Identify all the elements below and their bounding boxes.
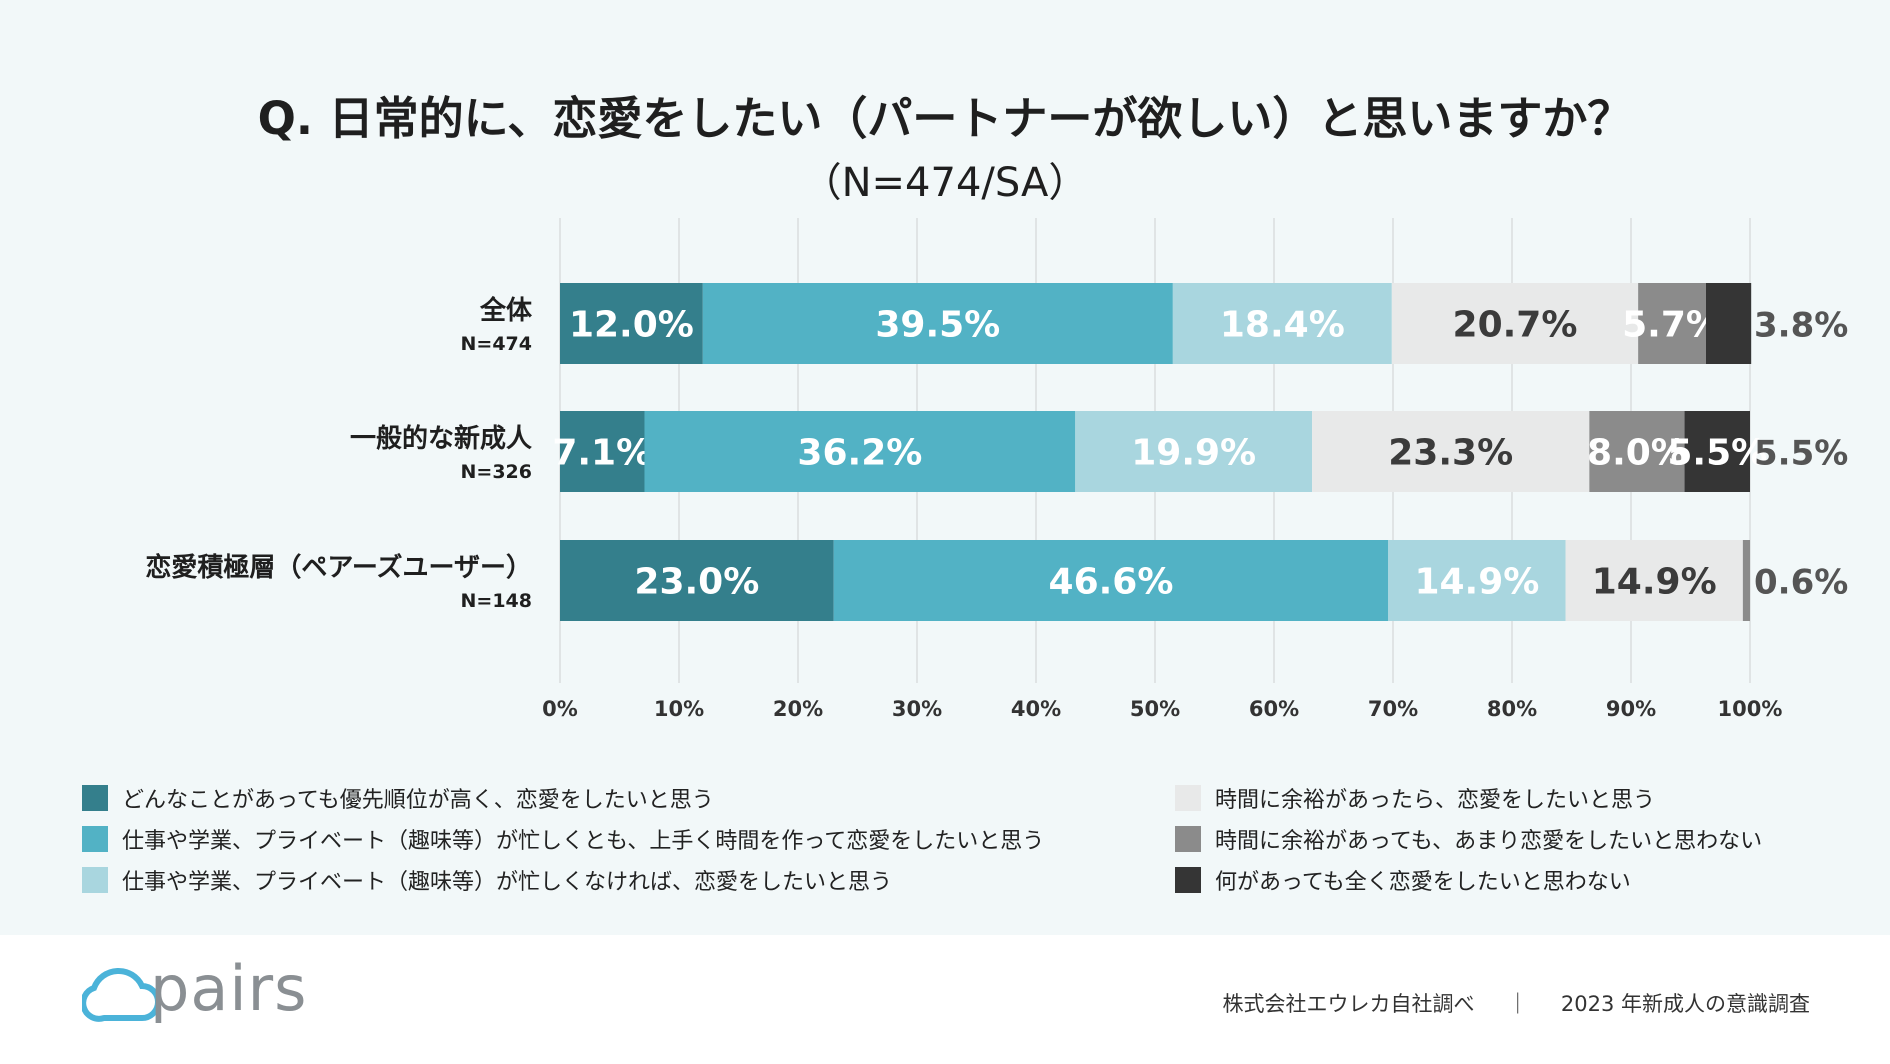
logo-text: pairs [150, 951, 308, 1025]
legend-swatch-6 [1175, 867, 1201, 893]
bar-segment-r0-s0 [560, 283, 703, 364]
legend-label-3: 仕事や学業、プライベート（趣味等）が忙しくなければ、恋愛をしたいと思う [122, 870, 893, 895]
bar-segment-r2-s2 [1388, 540, 1566, 621]
x-tick-label-6: 60% [1249, 697, 1299, 721]
footer-separator: ｜ [1507, 992, 1529, 1016]
legend-item-3: 仕事や学業、プライベート（趣味等）が忙しくなければ、恋愛をしたいと思う [82, 864, 892, 896]
chart-title: Q. 日常的に、恋愛をしたい（パートナーが欲しい）と思いますか？ [257, 92, 1633, 145]
category-label-1: 一般的な新成人 [350, 423, 532, 454]
bar-segment-r0-s3 [1391, 283, 1639, 364]
x-tick-label-9: 90% [1606, 697, 1656, 721]
bar-segment-r0-s2 [1172, 283, 1392, 364]
legend-swatch-4 [1175, 785, 1201, 811]
legend-swatch-5 [1175, 826, 1201, 852]
category-n-2: N=148 [461, 590, 532, 612]
category-label-0: 全体 [479, 295, 533, 326]
data-label-r0-s2: 18.4% [1220, 305, 1345, 346]
legend-label-2: 仕事や学業、プライベート（趣味等）が忙しくとも、上手く時間を作って恋愛をしたいと… [122, 829, 1045, 854]
bar-segment-r1-s1 [644, 411, 1076, 492]
x-tick-label-0: 0% [542, 697, 578, 721]
legend-item-4: 時間に余裕があったら、恋愛をしたいと思う [1175, 782, 1655, 814]
bar-segment-r1-s0 [560, 411, 645, 492]
legend-label-6: 何があっても全く恋愛をしたいと思わない [1215, 870, 1631, 895]
data-label-r0-s4: 5.7% [1622, 305, 1722, 346]
data-label-r0-s0: 12.0% [569, 305, 694, 346]
data-label-r1-s0: 7.1% [552, 433, 652, 474]
bar-segment-r0-s1 [702, 283, 1173, 364]
chart-subtitle: （N=474/SA） [801, 160, 1089, 206]
data-label-r2-s0: 23.0% [634, 562, 759, 603]
bar-segment-r2-s1 [833, 540, 1389, 621]
legend-item-2: 仕事や学業、プライベート（趣味等）が忙しくとも、上手く時間を作って恋愛をしたいと… [82, 823, 1044, 855]
legend-swatch-1 [82, 785, 108, 811]
outside-label-1: 5.5% [1754, 434, 1848, 474]
x-tick-label-7: 70% [1368, 697, 1418, 721]
legend-label-4: 時間に余裕があったら、恋愛をしたいと思う [1215, 788, 1656, 813]
legend-label-5: 時間に余裕があっても、あまり恋愛をしたいと思わない [1215, 829, 1763, 854]
outside-label-2: 0.6% [1754, 563, 1848, 603]
bar-segment-r1-s4 [1589, 411, 1685, 492]
category-n-0: N=474 [461, 333, 532, 355]
data-label-r2-s3: 14.9% [1592, 562, 1717, 603]
bar-segment-r1-s2 [1075, 411, 1313, 492]
bar-segment-r1-s3 [1312, 411, 1590, 492]
data-label-r0-s1: 39.5% [875, 305, 1000, 346]
legend-label-1: どんなことがあっても優先順位が高く、恋愛をしたいと思う [122, 788, 714, 813]
data-label-r1-s2: 19.9% [1131, 433, 1256, 474]
x-tick-label-2: 20% [773, 697, 823, 721]
x-tick-label-1: 10% [654, 697, 704, 721]
cloud-icon [82, 967, 161, 1022]
data-label-r2-s1: 46.6% [1049, 562, 1174, 603]
bar-segment-r2-s3 [1565, 540, 1743, 621]
bar-segment-r0-s5 [1705, 283, 1752, 364]
category-label-2: 恋愛積極層（ペアーズユーザー） [145, 552, 532, 583]
bar-segment-r2-s0 [560, 540, 834, 621]
data-label-r0-s3: 20.7% [1453, 305, 1578, 346]
source-text: 株式会社エウレカ自社調べ [1222, 992, 1475, 1016]
legend-swatch-3 [82, 867, 108, 893]
data-label-r2-s2: 14.9% [1414, 562, 1539, 603]
outside-label-0: 3.8% [1754, 306, 1848, 346]
bar-segment-r2-s4 [1742, 540, 1750, 621]
data-label-r1-s3: 23.3% [1388, 433, 1513, 474]
x-tick-label-4: 40% [1011, 697, 1061, 721]
stacked-bar-chart: 0% 10% 20% 30% 40% 50% 60% 70% 80% 90% 100% 全体 N=474… [145, 218, 1848, 721]
bar-segment-r1-s5 [1684, 411, 1750, 492]
x-tick-label-8: 80% [1487, 697, 1537, 721]
data-label-r1-s5: 5.5% [1667, 433, 1767, 474]
x-tick-label-10: 100% [1718, 697, 1783, 721]
legend-item-5: 時間に余裕があっても、あまり恋愛をしたいと思わない [1175, 823, 1762, 855]
x-tick-label-5: 50% [1130, 697, 1180, 721]
bar-segment-r0-s4 [1638, 283, 1706, 364]
legend-item-6: 何があっても全く恋愛をしたいと思わない [1175, 864, 1631, 896]
pairs-logo: pairs [82, 950, 307, 1026]
category-n-1: N=326 [461, 461, 532, 483]
x-tick-label-3: 30% [892, 697, 942, 721]
data-label-r1-s1: 36.2% [797, 433, 922, 474]
footer-source: 株式会社エウレカ自社調べ ｜ 2023 年新成人の意識調査 [1223, 988, 1811, 1018]
legend-swatch-2 [82, 826, 108, 852]
legend-item-1: どんなことがあっても優先順位が高く、恋愛をしたいと思う [82, 782, 714, 814]
data-label-r1-s4: 8.0% [1587, 433, 1687, 474]
survey-text: 2023 年新成人の意識調査 [1560, 992, 1810, 1016]
